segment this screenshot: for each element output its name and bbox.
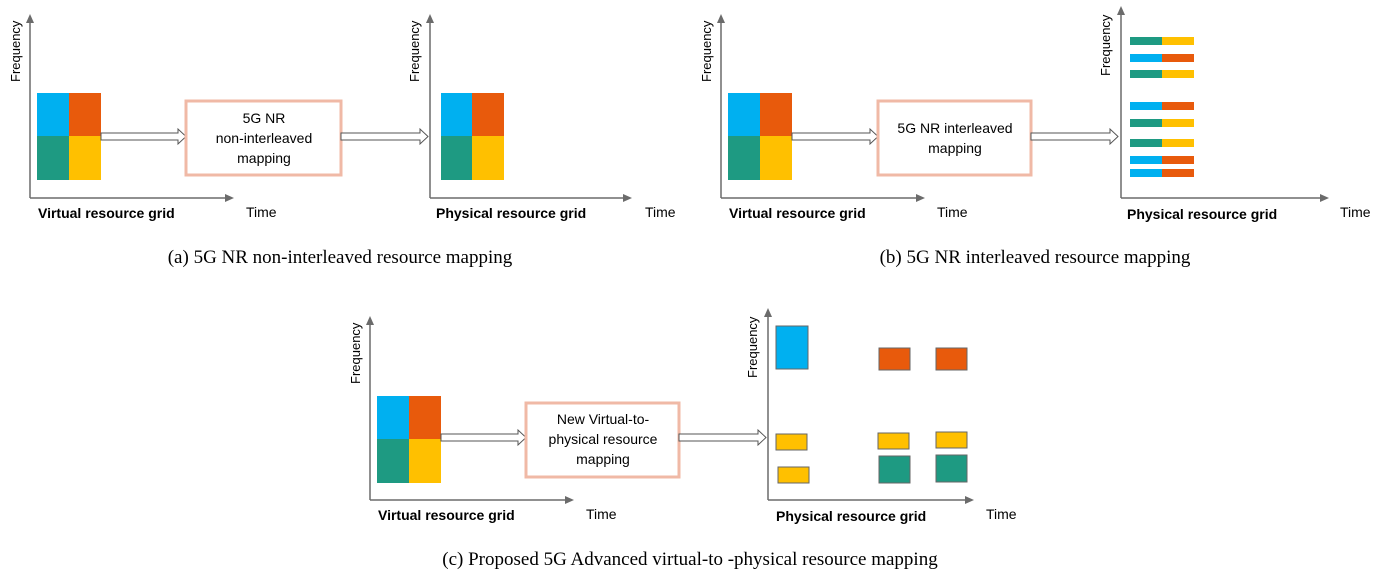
- strip-orange: [1162, 156, 1194, 164]
- block-teal: [441, 136, 472, 180]
- block-yellow: [69, 136, 101, 180]
- panel-b: Frequency Time Virtual resource grid 5G …: [699, 6, 1371, 268]
- block-yellow: [777, 466, 810, 484]
- frequency-label: Frequency: [348, 322, 363, 384]
- panel-b-virtual-grid: [728, 93, 792, 180]
- block-orange: [69, 93, 101, 136]
- strip-blue: [1130, 54, 1162, 62]
- panel-a-physical-grid: [441, 93, 504, 180]
- box-text-line1: 5G NR interleaved: [897, 120, 1012, 136]
- block-yellow: [935, 431, 968, 449]
- panel-c-virtual-axes: Frequency Time Virtual resource grid: [348, 316, 617, 523]
- box-text-line1: New Virtual-to-: [557, 411, 650, 427]
- strip-orange: [1162, 54, 1194, 62]
- block-orange: [878, 347, 911, 371]
- panel-c: Frequency Time Virtual resource grid New…: [348, 308, 1017, 570]
- panel-a-virtual-grid: [37, 93, 101, 180]
- block-orange: [472, 93, 504, 136]
- time-label: Time: [1340, 204, 1371, 220]
- panel-c-virtual-grid: [377, 396, 441, 483]
- block-teal: [728, 136, 760, 180]
- virtual-grid-label: Virtual resource grid: [729, 205, 866, 221]
- caption-b: (b) 5G NR interleaved resource mapping: [880, 247, 1191, 268]
- time-label: Time: [586, 506, 617, 522]
- block-yellow: [760, 136, 792, 180]
- strip-yellow: [1162, 37, 1194, 45]
- caption-c: (c) Proposed 5G Advanced virtual-to -phy…: [442, 549, 938, 570]
- panel-c-physical-grid: [775, 325, 968, 484]
- panel-a: Frequency Time Virtual resource grid 5G …: [8, 14, 676, 268]
- panel-c-physical-axes: Frequency Time Physical resource grid: [745, 308, 1017, 524]
- box-text-line3: mapping: [237, 150, 291, 166]
- time-label: Time: [937, 204, 968, 220]
- block-yellow: [409, 439, 441, 483]
- block-teal: [878, 455, 911, 484]
- strip-teal: [1130, 70, 1162, 78]
- strip-yellow: [1162, 70, 1194, 78]
- strip-yellow: [1162, 139, 1194, 147]
- frequency-label: Frequency: [407, 20, 422, 82]
- block-blue: [37, 93, 69, 136]
- block-yellow: [775, 433, 808, 451]
- strip-teal: [1130, 119, 1162, 127]
- panel-b-physical-grid: [1130, 37, 1194, 177]
- strip-blue: [1130, 169, 1162, 177]
- strip-orange: [1162, 169, 1194, 177]
- strip-orange: [1162, 102, 1194, 110]
- strip-yellow: [1162, 119, 1194, 127]
- mapping-box: [876, 99, 1033, 177]
- panel-b-physical-axes: Frequency Time Physical resource grid: [1098, 6, 1371, 222]
- frequency-label: Frequency: [1098, 14, 1113, 76]
- mapping-arrow: [440, 428, 527, 447]
- physical-grid-label: Physical resource grid: [436, 205, 586, 221]
- box-text-line2: physical resource: [549, 431, 658, 447]
- box-text-line1: 5G NR: [243, 110, 286, 126]
- block-yellow: [472, 136, 504, 180]
- mapping-arrow: [678, 428, 767, 447]
- frequency-label: Frequency: [699, 20, 714, 82]
- panel-a-virtual-axes: Frequency Time Virtual resource grid: [8, 14, 277, 221]
- physical-grid-label: Physical resource grid: [776, 508, 926, 524]
- frequency-label: Frequency: [8, 20, 23, 82]
- block-blue: [728, 93, 760, 136]
- time-label: Time: [645, 204, 676, 220]
- time-label: Time: [986, 506, 1017, 522]
- box-text-line3: mapping: [576, 451, 630, 467]
- block-orange: [409, 396, 441, 439]
- mapping-arrow: [100, 127, 187, 146]
- block-blue: [775, 325, 809, 370]
- block-yellow: [877, 432, 910, 450]
- mapping-arrow: [1030, 127, 1119, 146]
- mapping-box: [184, 99, 343, 177]
- virtual-grid-label: Virtual resource grid: [38, 205, 175, 221]
- block-teal: [935, 454, 968, 483]
- box-text-line2: mapping: [928, 140, 982, 156]
- block-orange: [760, 93, 792, 136]
- panel-b-virtual-axes: Frequency Time Virtual resource grid: [699, 14, 968, 221]
- mapping-arrow: [791, 127, 879, 146]
- strip-teal: [1130, 139, 1162, 147]
- block-orange: [935, 347, 968, 371]
- virtual-grid-label: Virtual resource grid: [378, 507, 515, 523]
- block-blue: [377, 396, 409, 439]
- strip-blue: [1130, 102, 1162, 110]
- time-label: Time: [246, 204, 277, 220]
- mapping-arrow: [340, 127, 429, 146]
- panel-a-physical-axes: Frequency Time Physical resource grid: [407, 14, 676, 221]
- strip-teal: [1130, 37, 1162, 45]
- block-teal: [37, 136, 69, 180]
- block-blue: [441, 93, 472, 136]
- caption-a: (a) 5G NR non-interleaved resource mappi…: [168, 247, 513, 268]
- strip-blue: [1130, 156, 1162, 164]
- box-text-line2: non-interleaved: [216, 130, 313, 146]
- physical-grid-label: Physical resource grid: [1127, 206, 1277, 222]
- block-teal: [377, 439, 409, 483]
- frequency-label: Frequency: [745, 316, 760, 378]
